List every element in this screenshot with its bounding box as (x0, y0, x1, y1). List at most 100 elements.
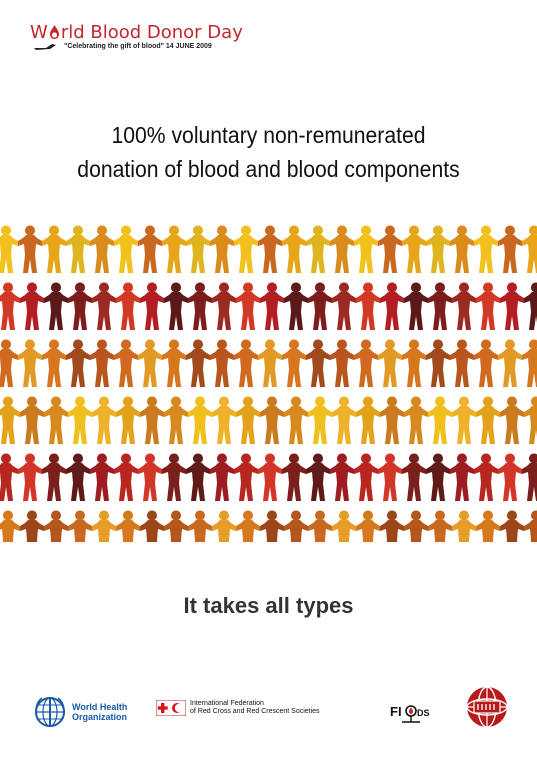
paper-person (450, 225, 474, 273)
paper-person (450, 339, 474, 387)
paper-person (428, 282, 452, 330)
paper-person (498, 225, 522, 273)
who-emblem-icon (35, 697, 65, 727)
paper-person (234, 453, 258, 501)
paper-person (66, 339, 90, 387)
paper-person (452, 282, 476, 330)
paper-person (380, 396, 404, 444)
paper-person (378, 225, 402, 273)
who-name-line-2: Organization (72, 712, 128, 722)
lamp-icon (34, 44, 56, 50)
paper-person (354, 339, 378, 387)
paper-person (0, 282, 20, 330)
paper-person (476, 396, 500, 444)
paper-person (162, 225, 186, 273)
paper-person (428, 510, 452, 542)
paper-person (186, 225, 210, 273)
partner-logos: World Health Organization International … (0, 680, 537, 740)
paper-person (260, 396, 284, 444)
blood-drop-icon (48, 22, 61, 44)
paper-person (474, 339, 498, 387)
paper-person (68, 282, 92, 330)
paper-person (284, 396, 308, 444)
paper-person (258, 225, 282, 273)
paper-person (426, 225, 450, 273)
paper-person (0, 339, 18, 387)
who-name-line-1: World Health (72, 702, 128, 712)
svg-text:DS: DS (417, 708, 430, 718)
paper-person (380, 282, 404, 330)
paper-person (402, 453, 426, 501)
headline-line-1: 100% voluntary non-remunerated (111, 122, 426, 148)
paper-person (210, 225, 234, 273)
paper-person (114, 453, 138, 501)
people-row (0, 396, 537, 444)
red-cross-crescent-icon (156, 700, 186, 716)
paper-person (522, 339, 537, 387)
paper-person (404, 510, 428, 542)
paper-person (476, 282, 500, 330)
people-row (0, 225, 537, 273)
paper-person (402, 339, 426, 387)
paper-person (498, 339, 522, 387)
paper-person (210, 339, 234, 387)
paper-person (524, 510, 537, 542)
tagline: It takes all types (183, 593, 354, 618)
paper-person (284, 282, 308, 330)
paper-person (164, 396, 188, 444)
paper-person (332, 396, 356, 444)
paper-person (186, 453, 210, 501)
paper-person (282, 225, 306, 273)
paper-person (260, 282, 284, 330)
paper-person (260, 510, 284, 542)
paper-person (164, 282, 188, 330)
paper-person (92, 396, 116, 444)
paper-person (0, 225, 18, 273)
paper-person (234, 339, 258, 387)
paper-person (42, 339, 66, 387)
paper-person (210, 453, 234, 501)
people-row (0, 339, 537, 387)
paper-people-chains (0, 225, 537, 542)
paper-person (18, 453, 42, 501)
paper-person (20, 510, 44, 542)
paper-person (44, 282, 68, 330)
paper-person (524, 282, 537, 330)
who-logo: World Health Organization (32, 694, 127, 730)
paper-person (332, 282, 356, 330)
paper-person (404, 282, 428, 330)
paper-person (212, 510, 236, 542)
paper-person (498, 453, 522, 501)
paper-person (116, 510, 140, 542)
paper-person (0, 510, 20, 542)
paper-person (282, 453, 306, 501)
fiods-logo: FI DS (390, 698, 442, 728)
isbt-logo (464, 684, 510, 730)
paper-person (330, 453, 354, 501)
paper-person (306, 453, 330, 501)
paper-person (236, 396, 260, 444)
paper-person (428, 396, 452, 444)
paper-person (0, 396, 20, 444)
paper-person (42, 453, 66, 501)
paper-person (524, 396, 537, 444)
paper-person (476, 510, 500, 542)
paper-person (308, 396, 332, 444)
paper-person (90, 339, 114, 387)
paper-person (0, 453, 18, 501)
paper-person (162, 339, 186, 387)
paper-person (378, 339, 402, 387)
paper-person (234, 225, 258, 273)
paper-person (188, 510, 212, 542)
paper-person (140, 282, 164, 330)
paper-person (92, 282, 116, 330)
paper-person (68, 510, 92, 542)
paper-person (236, 510, 260, 542)
paper-person (332, 510, 356, 542)
paper-person (42, 225, 66, 273)
paper-person (18, 339, 42, 387)
title-prefix: W (30, 22, 48, 43)
paper-person (452, 510, 476, 542)
paper-person (140, 510, 164, 542)
